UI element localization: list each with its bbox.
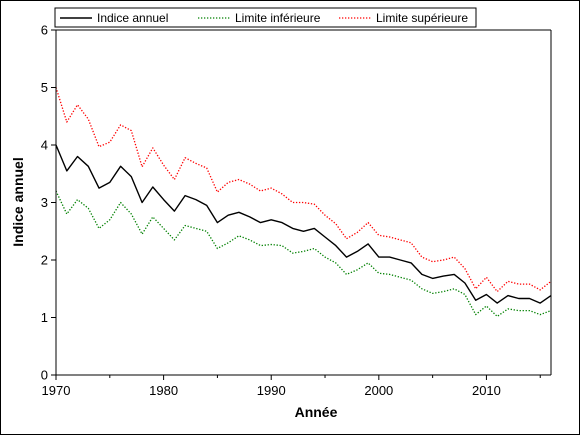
legend-label-indice-annuel: Indice annuel: [97, 11, 168, 25]
y-tick-label: 6: [41, 23, 48, 38]
x-tick-label: 1970: [42, 383, 71, 398]
legend-box: [54, 7, 477, 28]
y-tick-label: 4: [41, 138, 48, 153]
x-tick-label: 1990: [257, 383, 286, 398]
ticks: 0 1 2 3 4 5 6 1970 1980 1990 2000 2010: [41, 23, 541, 398]
y-tick-label: 2: [41, 253, 48, 268]
x-tick-label: 2000: [364, 383, 393, 398]
x-tick-label: 2010: [472, 383, 501, 398]
series-layer: [55, 87, 552, 318]
legend-label-limite-superieure: Limite supérieure: [376, 11, 468, 25]
y-tick-label: 3: [41, 195, 48, 210]
y-axis-title: Indice annuel: [10, 157, 26, 246]
y-tick-label: 5: [41, 80, 48, 95]
legend: Indice annuel Limite inférieure Limite s…: [54, 7, 477, 28]
series-line-limite-superieure: [55, 87, 552, 293]
axes: [55, 29, 552, 376]
x-axis-title: Année: [295, 404, 338, 420]
x-tick-label: 1980: [149, 383, 178, 398]
y-tick-label: 1: [41, 310, 48, 325]
series-line-limite-inferieure: [55, 190, 552, 318]
legend-label-limite-inferieure: Limite inférieure: [235, 11, 321, 25]
series-line-indice-annuel: [55, 144, 552, 304]
y-tick-label: 0: [41, 368, 48, 383]
